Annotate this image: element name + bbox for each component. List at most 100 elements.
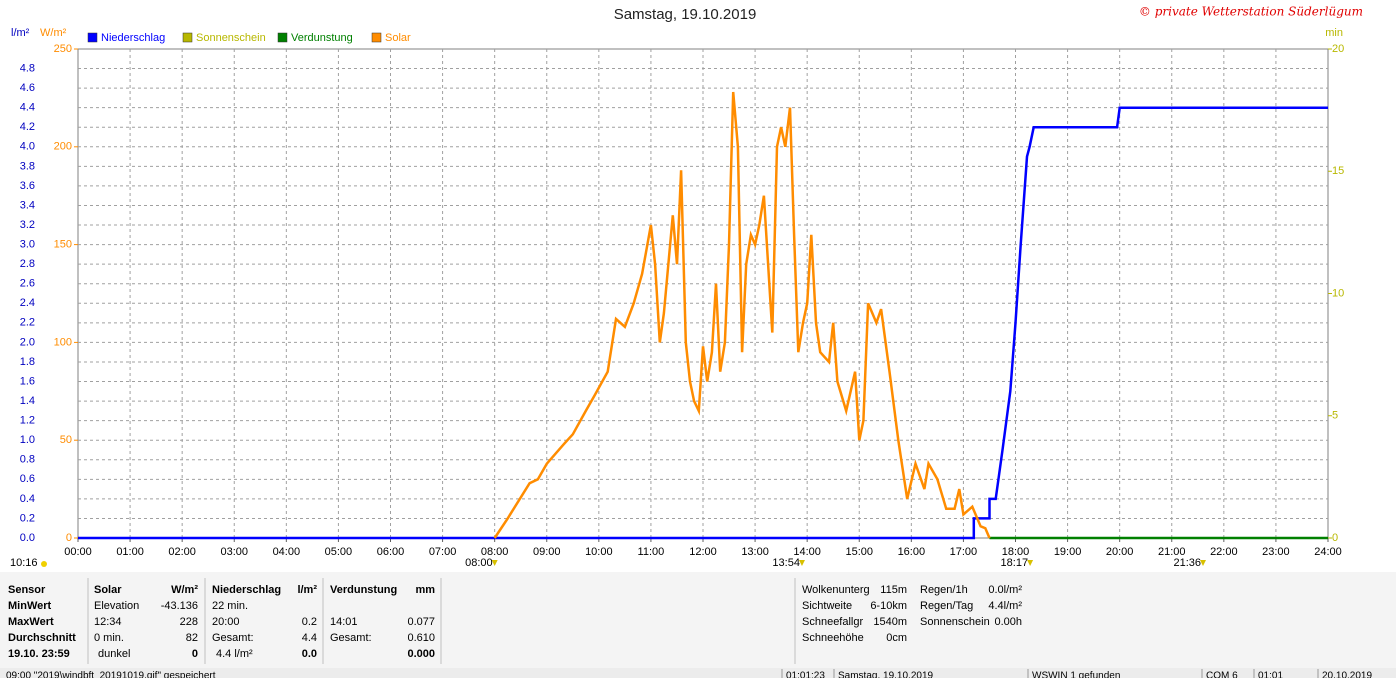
info-value: 115m — [880, 584, 907, 596]
x-tick-label: 09:00 — [533, 546, 561, 558]
cell-label: Elevation — [94, 600, 139, 612]
legend-swatch — [371, 32, 382, 43]
w-tick-label: 250 — [54, 43, 72, 55]
cell-value: 0.610 — [407, 632, 435, 644]
y-tick-label: 3.2 — [20, 219, 35, 231]
cell-value: 228 — [180, 616, 198, 628]
x-tick-label: 20:00 — [1106, 546, 1134, 558]
status-text: 01:01:23 — [786, 671, 825, 678]
y-tick-label: 4.0 — [20, 141, 35, 153]
cell-label: 14:01 — [330, 616, 358, 628]
y-tick-label: 1.2 — [20, 415, 35, 427]
x-tick-label: 02:00 — [168, 546, 196, 558]
x-tick-label: 07:00 — [429, 546, 457, 558]
sensor-label: Sensor — [8, 584, 46, 596]
y-tick-label: 2.4 — [20, 297, 35, 309]
x-tick-label: 04:00 — [273, 546, 301, 558]
info-label: Schneefallgr — [802, 616, 863, 628]
status-bar — [0, 668, 1396, 678]
cell-value: 0.000 — [407, 648, 435, 660]
copyright: © private Wetterstation Süderlügum — [1139, 5, 1363, 19]
status-text: COM 6 — [1206, 671, 1238, 678]
title: Samstag, 19.10.2019 — [614, 6, 757, 23]
x-tick-label: 16:00 — [898, 546, 926, 558]
legend-label: Sonnenschein — [196, 32, 266, 44]
x-tick-label: 17:00 — [950, 546, 978, 558]
x-tick-label: 03:00 — [220, 546, 248, 558]
y-tick-label: 2.0 — [20, 336, 35, 348]
block-unit: mm — [415, 584, 435, 596]
cell-value: -43.136 — [161, 600, 198, 612]
y-tick-label: 4.4 — [20, 102, 35, 114]
y2-tick-label: 20 — [1332, 43, 1344, 55]
y-tick-label: 2.2 — [20, 317, 35, 329]
y-tick-label: 0.6 — [20, 473, 35, 485]
y2-tick-label: 10 — [1332, 287, 1344, 299]
sensor-label: MaxWert — [8, 616, 54, 628]
cell-label: 20:00 — [212, 616, 240, 628]
x-tick-label: 15:00 — [845, 546, 873, 558]
cell-value: 0.2 — [302, 616, 317, 628]
y-tick-label: 1.0 — [20, 434, 35, 446]
cell-label: Gesamt: — [212, 632, 254, 644]
sensor-label: MinWert — [8, 600, 52, 612]
legend-swatch — [87, 32, 98, 43]
time-marker-label: 18:17 — [1001, 557, 1029, 569]
legend-swatch — [182, 32, 193, 43]
series-line — [493, 91, 991, 539]
cell-label: 12:34 — [94, 616, 122, 628]
info-value: 6-10km — [870, 600, 907, 612]
table-panel — [0, 572, 1396, 668]
time-marker-label: 21:36 — [1173, 557, 1201, 569]
y-tick-label: 0.0 — [20, 532, 35, 544]
x-tick-label: 14:00 — [793, 546, 821, 558]
info-label: Wolkenunterg — [802, 584, 870, 596]
time-marker — [491, 560, 498, 566]
cell-label: 0 min. — [94, 632, 124, 644]
x-tick-label: 13:00 — [741, 546, 769, 558]
w-tick-label: 150 — [54, 239, 72, 251]
cell-label: 4.4 l/m² — [216, 648, 253, 660]
y-tick-label: 4.2 — [20, 121, 35, 133]
x-tick-label: 10:00 — [585, 546, 613, 558]
legend-swatch — [277, 32, 288, 43]
time-marker-label: 13:54 — [772, 557, 800, 569]
y-tick-label: 3.0 — [20, 239, 35, 251]
y-tick-label: 2.8 — [20, 258, 35, 270]
y2-tick-label: 5 — [1332, 410, 1338, 422]
w-tick-label: 0 — [66, 532, 72, 544]
block-header: Niederschlag — [212, 584, 281, 596]
y-tick-label: 1.6 — [20, 375, 35, 387]
x-tick-label: 01:00 — [116, 546, 144, 558]
cell-value: 4.4 — [302, 632, 317, 644]
x-tick-label: 18:00 — [1002, 546, 1030, 558]
cell-label: dunkel — [98, 648, 130, 660]
legend-label: Verdunstung — [291, 32, 353, 44]
unit-left: l/m² — [11, 27, 30, 39]
status-text: Samstag, 19.10.2019 — [838, 671, 934, 678]
y-tick-label: 0.4 — [20, 493, 35, 505]
info-label: Schneehöhe — [802, 632, 864, 644]
info-value: 0.0l/m² — [988, 584, 1022, 596]
info-label: Sichtweite — [802, 600, 852, 612]
info-value: 0cm — [886, 632, 907, 644]
cell-value: 0 — [192, 648, 198, 660]
cell-label: 22 min. — [212, 600, 248, 612]
info-label: Regen/Tag — [920, 600, 973, 612]
x-tick-label: 00:00 — [64, 546, 92, 558]
y-tick-label: 0.8 — [20, 454, 35, 466]
status-text: 09:00 "2019\windbft_20191019.gif" gespei… — [6, 671, 216, 678]
x-tick-label: 05:00 — [325, 546, 353, 558]
unit-mid: W/m² — [40, 27, 67, 39]
time-marker — [1027, 560, 1034, 566]
x-tick-label: 19:00 — [1054, 546, 1082, 558]
unit-right: min — [1325, 27, 1343, 39]
legend-label: Niederschlag — [101, 32, 165, 44]
info-label: Regen/1h — [920, 584, 968, 596]
sensor-label: 19.10. 23:59 — [8, 648, 70, 660]
y-tick-label: 2.6 — [20, 278, 35, 290]
w-tick-label: 50 — [60, 434, 72, 446]
sensor-label: Durchschnitt — [8, 632, 76, 644]
